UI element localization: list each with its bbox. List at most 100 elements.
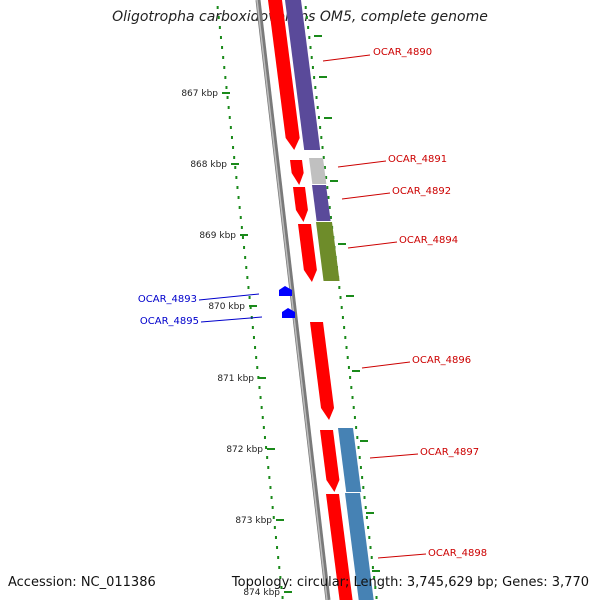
- inner-dot: [226, 96, 229, 99]
- reverse-cds-arrow: [282, 308, 295, 318]
- outer-dot: [313, 76, 316, 79]
- inner-dot: [280, 586, 283, 589]
- gene-label-leader: [377, 553, 427, 559]
- gene-label-ocar-4893: OCAR_4893: [138, 294, 197, 305]
- outer-dot: [346, 356, 349, 359]
- outer-dot: [341, 316, 344, 319]
- backbone-highlight: [256, 0, 328, 600]
- inner-dot: [262, 426, 265, 429]
- outer-dot: [322, 156, 325, 159]
- outer-dot: [373, 576, 376, 579]
- outer-dot: [375, 596, 378, 599]
- outer-dot: [357, 446, 360, 449]
- outer-dot: [368, 536, 371, 539]
- reverse-cds-arrow: [279, 286, 292, 296]
- gene-label-track: OCAR_4890 OCAR_4891 OCAR_4892 OCAR_4894 OCAR…: [138, 47, 487, 559]
- inner-dot: [256, 366, 259, 369]
- inner-dot: [221, 46, 224, 49]
- outer-dot: [365, 516, 368, 519]
- gene-label-ocar-4895: OCAR_4895: [140, 316, 199, 327]
- outer-dot: [361, 476, 364, 479]
- inner-dot: [279, 576, 282, 579]
- outer-major-tick: [372, 570, 380, 572]
- gene-label-ocar-4897: OCAR_4897: [420, 447, 479, 458]
- inner-dot: [276, 546, 279, 549]
- outer-dot: [319, 126, 322, 129]
- outer-dot: [314, 86, 317, 89]
- inner-dot: [254, 346, 257, 349]
- kbp-tick: [276, 519, 284, 521]
- gene-block-4894: [316, 222, 340, 281]
- outer-dot: [362, 486, 365, 489]
- outer-dot: [323, 166, 326, 169]
- kbp-label: 869 kbp: [199, 231, 236, 241]
- kbp-tick: [240, 234, 248, 236]
- inner-dot: [223, 66, 226, 69]
- kbp-label: 873 kbp: [235, 516, 272, 526]
- inner-dot: [251, 326, 254, 329]
- outer-major-tick: [360, 440, 368, 442]
- inner-dot: [225, 86, 228, 89]
- topology-text: Topology: circular; Length: 3,745,629 bp…: [231, 575, 589, 590]
- inner-dot: [246, 276, 249, 279]
- inner-dot: [260, 406, 263, 409]
- inner-dot: [271, 506, 274, 509]
- inner-dot: [240, 226, 243, 229]
- gene-label-leader: [341, 192, 391, 200]
- gene-label-ocar-4896: OCAR_4896: [412, 355, 471, 366]
- gene-label-ocar-4894: OCAR_4894: [399, 235, 458, 246]
- inner-dot: [281, 596, 284, 599]
- gene-label-ocar-4892: OCAR_4892: [392, 186, 451, 197]
- inner-dot: [243, 246, 246, 249]
- gene-label-ocar-4890: OCAR_4890: [373, 47, 432, 58]
- kbp-tick: [258, 377, 266, 379]
- inner-dot: [218, 26, 221, 29]
- gene-label-leader: [347, 241, 398, 249]
- outer-dot: [309, 46, 312, 49]
- outer-dot: [369, 546, 372, 549]
- kbp-tick: [222, 92, 230, 94]
- outer-dot: [320, 136, 323, 139]
- gene-block-4891: [309, 158, 327, 184]
- outer-dot: [349, 376, 352, 379]
- outer-dot: [343, 326, 346, 329]
- inner-dot: [227, 106, 230, 109]
- inner-dot: [241, 236, 244, 239]
- gene-block-4892: [312, 185, 331, 221]
- kbp-label: 868 kbp: [190, 160, 227, 170]
- outer-dot: [363, 496, 366, 499]
- accession-text: Accession: NC_011386: [8, 575, 156, 590]
- inner-dot: [248, 296, 251, 299]
- gene-label-ocar-4891: OCAR_4891: [388, 154, 447, 165]
- inner-dot: [267, 466, 270, 469]
- outer-dot: [338, 286, 341, 289]
- outer-dot: [325, 176, 328, 179]
- outer-dot: [364, 506, 367, 509]
- gene-label-leader: [198, 293, 260, 301]
- gene-label-ocar-4898: OCAR_4898: [428, 548, 487, 559]
- feature-track: [268, 0, 374, 600]
- outer-dot: [353, 416, 356, 419]
- cds-arrow: [293, 187, 308, 222]
- outer-dot: [347, 366, 350, 369]
- inner-dot: [255, 356, 258, 359]
- outer-dot: [307, 26, 310, 29]
- outer-dot: [370, 556, 373, 559]
- inner-dot: [268, 476, 271, 479]
- gene-block-4897: [338, 428, 362, 492]
- backbone-line: [255, 0, 331, 600]
- outer-major-tick: [352, 370, 360, 372]
- outer-dot: [358, 456, 361, 459]
- outer-dot: [328, 206, 331, 209]
- genome-backbone: [255, 0, 331, 600]
- inner-dot: [273, 526, 276, 529]
- inner-dot: [217, 16, 220, 19]
- inner-dot: [249, 306, 252, 309]
- inner-dot: [274, 536, 277, 539]
- kbp-tick: [267, 448, 275, 450]
- kbp-tick: [284, 591, 292, 593]
- outer-dot: [339, 296, 342, 299]
- inner-dot: [263, 436, 266, 439]
- kbp-label: 872 kbp: [226, 445, 263, 455]
- inner-dot: [261, 416, 264, 419]
